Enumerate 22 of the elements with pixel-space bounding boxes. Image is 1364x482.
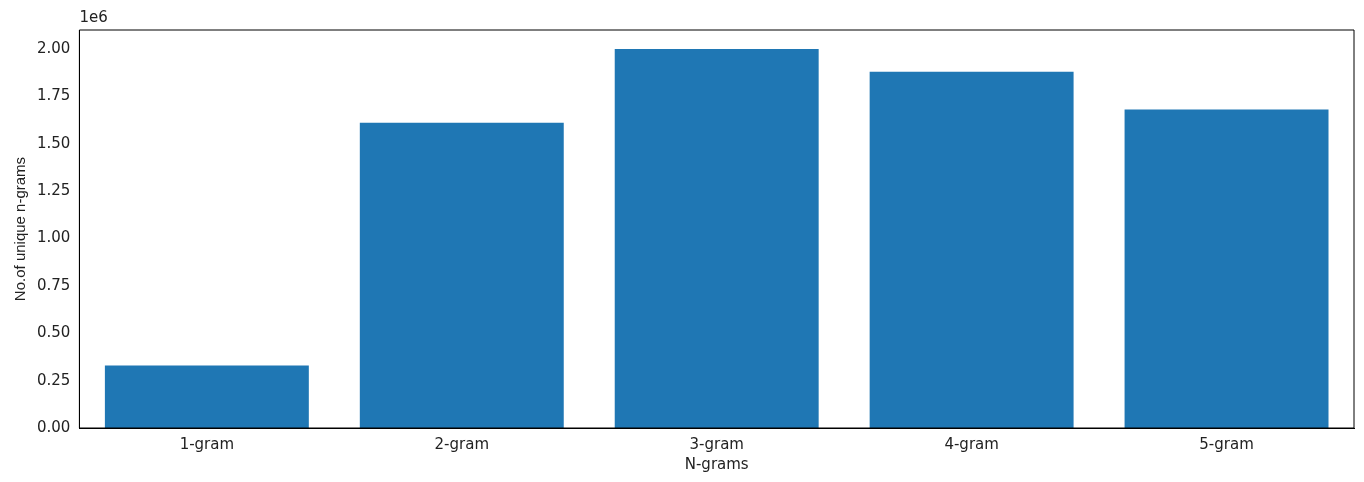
bar (869, 71, 1074, 428)
y-axis-title: No.of unique n-grams (11, 156, 29, 302)
y-tick-label: 0.75 (36, 275, 71, 294)
y-tick-label: 0.50 (36, 323, 71, 342)
text: 1e6 (79, 8, 108, 27)
y-tick-label: 1.00 (36, 228, 71, 247)
y-tick-label: 1.25 (36, 180, 71, 199)
bar (1124, 109, 1329, 428)
x-tick-label: 5-gram (1199, 434, 1254, 453)
y-tick-label: 0.00 (36, 417, 71, 436)
bar (359, 122, 564, 428)
y-tick-label: 1.50 (36, 133, 71, 152)
x-axis-title: N-grams (684, 454, 749, 473)
bar (614, 48, 819, 428)
x-tick-label: 4-gram (944, 434, 999, 453)
x-tick-label: 3-gram (689, 434, 744, 453)
x-tick-label: 1-gram (179, 434, 235, 453)
x-tick-label: 2-gram (434, 434, 490, 453)
y-tick-label: 1.75 (36, 86, 71, 105)
y-tick-label: 2.00 (36, 38, 71, 57)
bar (104, 365, 309, 428)
y-tick-label: 0.25 (36, 370, 71, 389)
